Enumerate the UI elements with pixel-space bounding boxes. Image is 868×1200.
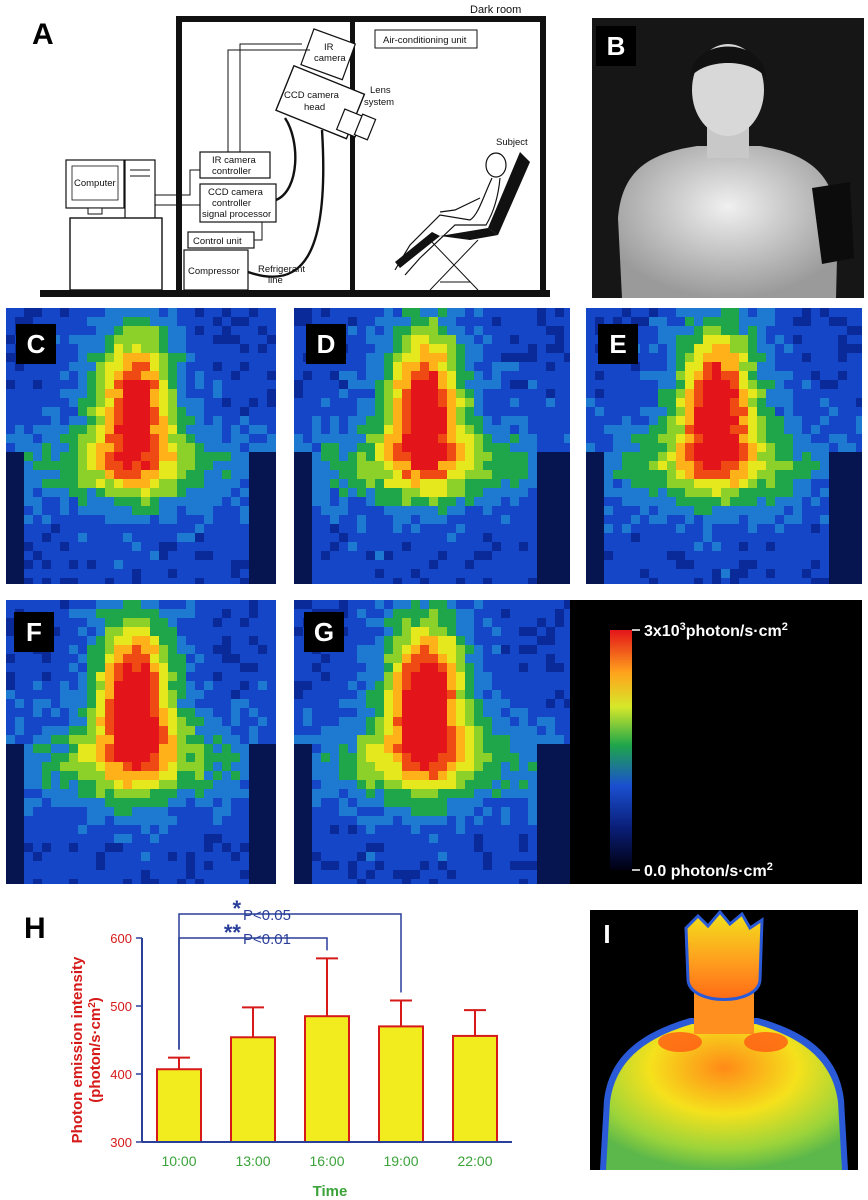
- x-tick-label: 19:00: [383, 1153, 418, 1169]
- y-tick-label: 400: [110, 1067, 132, 1082]
- apparatus-diagram: Dark room Air-conditioning unit IR camer…: [40, 4, 550, 297]
- y-axis-title: Photon emission intensity: [69, 956, 86, 1143]
- color-scale-bar: 3x103photon/s·cm2 0.0 photon/s·cm2: [610, 621, 788, 880]
- room-wall-right: [540, 16, 546, 292]
- x-tick-label: 22:00: [457, 1153, 492, 1169]
- significance-star: **: [224, 920, 242, 945]
- x-tick-label: 13:00: [235, 1153, 270, 1169]
- significance-label: P<0.01: [243, 931, 291, 948]
- panel-label-e: E: [598, 324, 638, 364]
- ir-camera-controller: [199, 151, 271, 179]
- bar-22:00: [452, 1034, 498, 1143]
- photograph-figure: [592, 18, 864, 298]
- heatmap-d: D: [294, 308, 570, 584]
- y-tick-label: 500: [110, 999, 132, 1014]
- ir-controller-label-2: controller: [212, 166, 251, 177]
- x-axis-title: Time: [313, 1183, 348, 1200]
- y-tick-label: 300: [110, 1135, 132, 1150]
- computer-tower: [124, 159, 156, 221]
- y-axis-unit: (photon/s·cm2): [87, 997, 104, 1103]
- compressor: [183, 249, 249, 291]
- ir-camera-label-2: camera: [314, 53, 346, 64]
- control-unit-label: Control unit: [193, 236, 242, 247]
- subject-photograph: B: [592, 18, 864, 298]
- panel-label-h: H: [24, 912, 46, 945]
- bar-19:00: [378, 1025, 424, 1143]
- significance-star: *: [232, 896, 241, 921]
- refrigerant-line-label-2: line: [268, 275, 283, 286]
- photon-emission-bar-chart: Photon emission intensity (photon/s·cm2)…: [69, 896, 512, 1200]
- significance-label: P<0.05: [243, 907, 291, 924]
- color-scale-min-label: 0.0 photon/s·cm2: [644, 861, 773, 880]
- subject-figure: [394, 152, 507, 276]
- bar-13:00: [230, 1036, 276, 1143]
- ccd-controller-label-1: CCD camera: [208, 187, 264, 198]
- thermal-figure: [590, 910, 858, 1170]
- bar-16:00: [304, 1015, 350, 1143]
- dark-room-label: Dark room: [470, 4, 521, 16]
- cables: [155, 43, 325, 278]
- panel-label-i: I: [592, 914, 622, 954]
- ccd-controller-label-2: controller: [212, 198, 251, 209]
- significance-bracket: [178, 937, 328, 1050]
- y-tick-label: 600: [110, 931, 132, 946]
- thermal-image: I: [590, 910, 858, 1170]
- ccd-camera-head-label-2: head: [304, 102, 325, 113]
- room-wall-left: [176, 16, 182, 292]
- ir-camera: [300, 28, 357, 81]
- heatmap-c: C: [6, 308, 276, 584]
- compressor-label: Compressor: [188, 266, 240, 277]
- heatmap-g: G 3x103photon/s·cm2 0.0 photon/s·cm2: [294, 600, 862, 884]
- computer-label: Computer: [74, 178, 116, 189]
- ccd-controller-label-3: signal processor: [202, 209, 271, 220]
- computer-desk: [69, 217, 163, 291]
- x-tick-label: 10:00: [161, 1153, 196, 1169]
- panel-label-b: B: [596, 26, 636, 66]
- room-ceiling: [176, 16, 546, 22]
- panel-label-f: F: [14, 612, 54, 652]
- x-tick-label: 16:00: [309, 1153, 344, 1169]
- color-gradient: [610, 630, 632, 870]
- subject-label: Subject: [496, 137, 528, 148]
- lens-system-label-1: Lens: [370, 85, 391, 96]
- lens-system: [335, 108, 377, 141]
- air-conditioning-unit: [374, 29, 478, 49]
- reclining-chair: [395, 152, 530, 291]
- lens-system-label-2: system: [364, 97, 394, 108]
- ir-controller-label-1: IR camera: [212, 155, 257, 166]
- panel-label-g: G: [304, 612, 344, 652]
- ccd-camera-head-label-1: CCD camera: [284, 90, 340, 101]
- floor: [40, 290, 550, 297]
- refrigerant-line-label-1: Refrigerant: [258, 264, 305, 275]
- panel-label-a: A: [32, 18, 54, 51]
- ccd-controller: [199, 183, 277, 223]
- air-conditioning-label: Air-conditioning unit: [383, 35, 467, 46]
- color-scale-max-label: 3x103photon/s·cm2: [644, 621, 788, 640]
- ir-camera-label-1: IR: [324, 42, 334, 53]
- room-partition: [350, 20, 355, 292]
- panel-label-c: C: [16, 324, 56, 364]
- heatmap-f: F: [6, 600, 276, 884]
- panel-label-d: D: [306, 324, 346, 364]
- heatmap-e: E: [586, 308, 862, 584]
- bar-10:00: [156, 1068, 202, 1144]
